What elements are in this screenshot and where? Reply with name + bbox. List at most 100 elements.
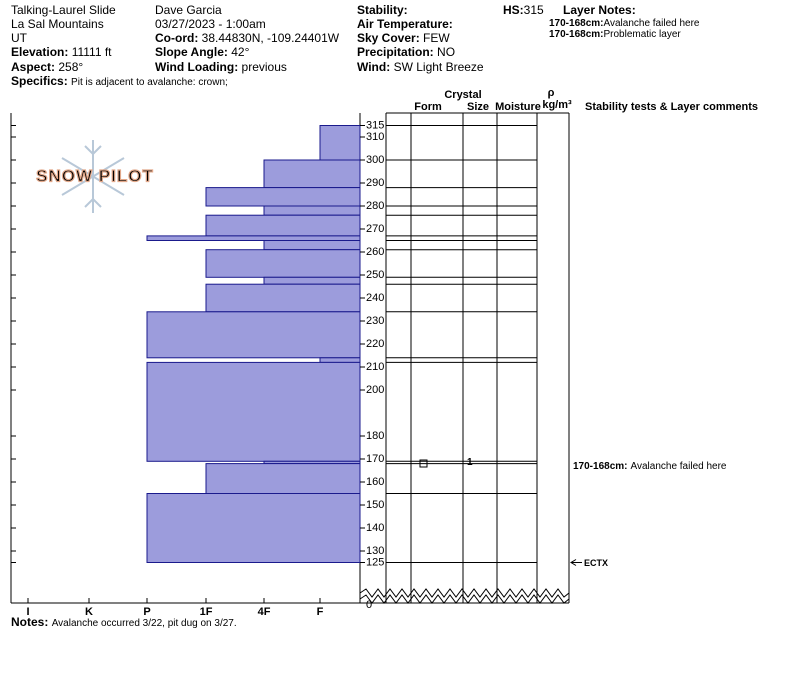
hardness-label: P [143,606,150,618]
hardness-bar [205,214,361,237]
value: Pit is adjacent to avalanche: crown; [71,77,228,88]
range: 170-168cm: [549,29,604,40]
state: UT [11,31,27,45]
depth-label: 230 [366,315,384,327]
hardness-bar [319,125,361,161]
test-label: ECTX [584,558,608,568]
depth-label: 130 [366,545,384,557]
pit-name: Talking-Laurel Slide [11,3,116,17]
depth-label: 125 [366,556,384,568]
hardness-label: K [85,606,93,618]
hardness-label: 1F [200,606,213,618]
depth-label: 170 [366,453,384,465]
hardness-bar [263,159,361,189]
hardness-bar [205,249,361,278]
elevation: Elevation: 11111 ft [11,45,112,59]
layer-note: 170-168cm:Problematic layer [549,29,681,40]
air-temperature: Air Temperature: [357,17,453,31]
crystal-size: 1 [467,457,473,468]
hardness-bar [146,361,361,462]
depth-label: 160 [366,476,384,488]
depth-label: 140 [366,522,384,534]
label: Co-ord: [155,31,199,45]
value: 258° [58,60,84,74]
depth-label: 220 [366,338,384,350]
value: previous [241,60,287,74]
range: 170-168cm: [549,18,604,29]
wind: Wind: SW Light Breeze [357,60,484,74]
depth-label: 210 [366,361,384,373]
slope: Slope Angle: 42° [155,45,249,59]
aspect: Aspect: 258° [11,60,83,74]
coord: Co-ord: 38.44830N, -109.24401W [155,31,339,45]
depth-label: 240 [366,292,384,304]
range: La Sal Mountains [11,17,104,31]
col-comments: Stability tests & Layer comments [585,101,758,113]
value: SW Light Breeze [393,60,484,74]
depth-label: 270 [366,223,384,235]
test-arrowhead [570,559,577,566]
comment-text: Avalanche failed here [630,461,726,472]
label: Specifics: [11,74,68,88]
specifics: Specifics: Pit is adjacent to avalanche:… [11,74,228,88]
depth-label: 150 [366,499,384,511]
text: Avalanche occurred 3/22, pit dug on 3/27… [51,618,237,629]
hardness-bar [205,463,361,495]
layer-notes-title: Layer Notes: [563,3,636,17]
logo [61,140,125,213]
hardness-label: I [26,606,29,618]
precip: Precipitation: NO [357,45,455,59]
sky: Sky Cover: FEW [357,31,450,45]
value: 38.44830N, -109.24401W [201,31,340,45]
depth-label: 290 [366,177,384,189]
depth-label: 315 [366,119,384,131]
logo-text: SNOW PILOT [36,166,154,185]
depth-label: 250 [366,269,384,281]
label: Notes: [11,615,49,629]
hardness-bar [263,205,361,216]
col-density-unit: kg/m³ [542,99,572,111]
col-form: Form [414,101,442,113]
notes: Notes: Avalanche occurred 3/22, pit dug … [11,615,237,629]
label: Air Temperature: [357,17,453,31]
text: Problematic layer [603,29,681,40]
depth-base-label: 0 [366,599,372,611]
value: FEW [423,31,450,45]
hardness-label: F [317,606,324,618]
value: 11111 ft [71,45,112,59]
col-moisture: Moisture [495,101,541,113]
label: Slope Angle: [155,45,228,59]
col-rho: ρ [548,87,555,99]
hardness-bar [205,187,361,207]
text: Avalanche failed here [603,18,700,29]
label: Sky Cover: [357,31,420,45]
label: Wind Loading: [155,60,239,74]
label: Wind: [357,60,391,74]
hardness-bar [146,493,361,563]
col-crystal: Crystal [444,89,481,101]
label: Elevation: [11,45,69,59]
hardness-bar [263,240,361,251]
value: NO [437,45,456,59]
observer: Dave Garcia [155,3,222,17]
value: 315 [523,3,544,17]
hardness-label: 4F [258,606,271,618]
datetime: 03/27/2023 - 1:00am [155,17,266,31]
stability: Stability: [357,3,408,17]
hardness-bar [263,276,361,285]
hs: HS:315 [503,3,544,17]
label: HS: [503,3,524,17]
layer-note: 170-168cm:Avalanche failed here [549,18,699,29]
depth-label: 300 [366,154,384,166]
depth-label: 310 [366,131,384,143]
hardness-bar [319,357,361,363]
hardness-bar [146,235,361,241]
col-size: Size [467,101,489,113]
depth-label: 260 [366,246,384,258]
hardness-bar [205,283,361,313]
label: Aspect: [11,60,56,74]
label: Layer Notes: [563,3,636,17]
depth-label: 180 [366,430,384,442]
